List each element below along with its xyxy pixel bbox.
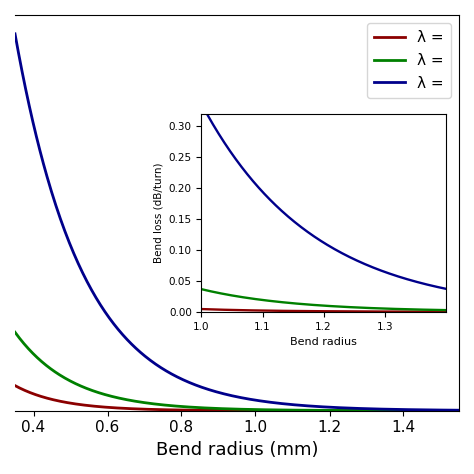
λ = [376, 406, 382, 412]
λ = [12, 329, 18, 335]
λ = [226, 392, 231, 398]
λ = [456, 407, 462, 413]
λ = [446, 407, 451, 413]
λ = [376, 408, 382, 413]
λ = [12, 383, 18, 388]
λ = [276, 401, 282, 406]
Line: λ =: λ = [15, 34, 459, 410]
λ = [223, 408, 229, 413]
λ = [446, 408, 451, 413]
λ = [12, 31, 18, 36]
λ = [223, 392, 229, 397]
λ = [276, 408, 282, 413]
λ = [376, 408, 382, 413]
λ = [446, 408, 451, 413]
λ = [252, 408, 258, 413]
λ = [456, 408, 462, 413]
λ = [252, 397, 258, 403]
λ = [226, 408, 231, 413]
X-axis label: Bend radius (mm): Bend radius (mm) [156, 441, 318, 459]
Line: λ =: λ = [15, 332, 459, 410]
λ = [226, 406, 231, 412]
λ = [252, 407, 258, 412]
Line: λ =: λ = [15, 385, 459, 410]
Legend: λ =, λ =, λ =: λ =, λ =, λ = [367, 23, 451, 98]
λ = [276, 407, 282, 413]
λ = [223, 406, 229, 411]
λ = [456, 408, 462, 413]
